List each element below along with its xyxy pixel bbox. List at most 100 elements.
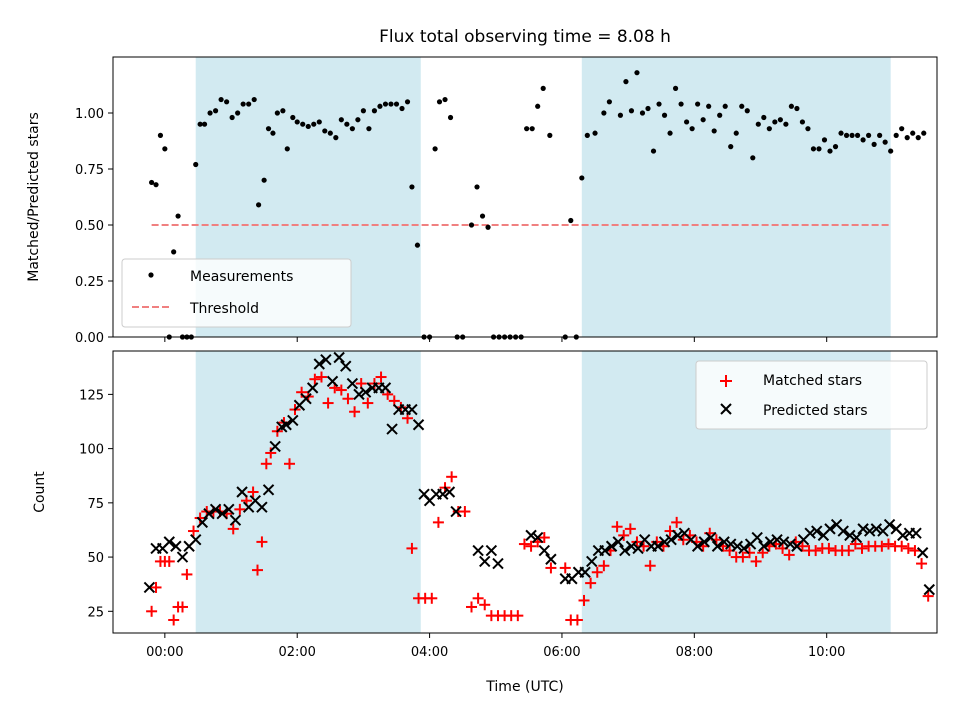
matched-point — [545, 562, 557, 574]
measurement-point — [783, 121, 789, 127]
measurement-point — [175, 213, 181, 219]
measurement-point — [821, 137, 828, 143]
legend-threshold: Threshold — [189, 301, 259, 317]
predicted-point — [777, 536, 790, 548]
measurement-point — [540, 85, 546, 91]
predicted-point — [705, 531, 717, 544]
measurement-point — [684, 119, 690, 125]
matched-point — [150, 581, 162, 593]
bottom-legend: Matched stars Predicted stars — [695, 360, 928, 430]
measurement-point — [628, 108, 635, 114]
matched-point — [849, 538, 861, 550]
measurement-point — [827, 148, 833, 154]
measurement-point — [265, 126, 272, 132]
measurement-point — [322, 128, 328, 134]
matched-point — [252, 564, 264, 576]
measurement-point — [592, 130, 598, 136]
top-axes-frame — [112, 56, 938, 338]
measurement-point — [327, 130, 333, 136]
measurement-point — [877, 132, 883, 138]
predicted-legend-marker — [720, 403, 732, 415]
y-tick-label: 0.75 — [75, 163, 104, 178]
predicted-point — [379, 382, 392, 394]
legend-predicted: Predicted stars — [763, 403, 868, 419]
measurement-point — [409, 184, 415, 190]
predicted-point — [538, 544, 551, 557]
measurement-point — [717, 112, 723, 118]
predicted-point — [280, 419, 292, 431]
matched-point — [283, 458, 295, 470]
predicted-point — [672, 529, 684, 542]
matched-point — [375, 371, 387, 383]
matched-legend-marker — [720, 375, 732, 387]
predicted-point — [450, 505, 462, 518]
measurement-point — [888, 148, 894, 154]
predicted-point — [824, 523, 836, 535]
measurement-point — [366, 126, 372, 132]
measurement-point — [468, 222, 475, 228]
measurement-point — [474, 184, 480, 190]
measurement-point — [882, 139, 888, 145]
predicted-point — [340, 360, 352, 372]
matched-point — [256, 536, 268, 548]
matched-point — [843, 545, 855, 557]
matched-point — [432, 516, 444, 528]
measurement-point — [256, 202, 262, 208]
matched-point — [538, 532, 550, 544]
measurement-point — [838, 130, 844, 136]
matched-point — [146, 605, 158, 617]
matched-point — [611, 521, 623, 533]
predicted-point — [698, 536, 710, 548]
predicted-point — [751, 531, 763, 544]
predicted-point — [190, 534, 202, 546]
measurement-point — [436, 99, 443, 105]
predicted-point — [711, 540, 724, 552]
matched-point — [810, 545, 822, 557]
matched-point — [472, 592, 484, 604]
measurement-point — [639, 110, 646, 116]
matched-point — [876, 540, 888, 552]
measurement-point — [689, 126, 695, 132]
predicted-point — [764, 536, 777, 548]
measurement-point — [678, 101, 684, 107]
measurement-point — [722, 103, 728, 109]
measurement-point — [733, 130, 739, 136]
measurement-point — [201, 121, 208, 127]
predicted-point — [619, 544, 631, 557]
matched-point — [882, 538, 894, 550]
measurement-point — [711, 128, 717, 134]
measurement-point — [893, 132, 899, 138]
matched-point — [181, 568, 193, 580]
predicted-point — [163, 536, 175, 548]
matched-point — [234, 503, 246, 515]
measurement-point — [761, 114, 767, 121]
predicted-point — [771, 534, 783, 546]
measurement-point — [432, 146, 438, 152]
matched-point — [624, 523, 636, 535]
measurement-point — [157, 132, 164, 138]
predicted-point — [262, 484, 275, 496]
predicted-point — [320, 353, 332, 366]
measurement-point — [617, 112, 624, 118]
bottom-axes-frame — [112, 350, 938, 634]
predicted-point — [313, 358, 325, 370]
measurement-point — [235, 110, 241, 116]
matched-point — [459, 506, 471, 518]
predicted-point — [910, 527, 922, 539]
measurement-point — [360, 108, 366, 114]
measurement-point — [284, 146, 290, 152]
predicted-point — [864, 525, 876, 537]
measurement-point — [377, 103, 383, 109]
measurement-point — [388, 101, 394, 107]
measurement-point — [854, 132, 861, 138]
predicted-point — [811, 525, 823, 537]
bottom-legend-box — [695, 360, 928, 430]
measurement-point — [843, 132, 850, 138]
matched-point — [342, 393, 354, 405]
measurement-point — [788, 103, 794, 109]
measurement-point — [305, 123, 311, 130]
predicted-point — [525, 529, 537, 542]
bottom-y-axis-label: Count — [32, 471, 48, 513]
measurement-point — [700, 117, 706, 123]
